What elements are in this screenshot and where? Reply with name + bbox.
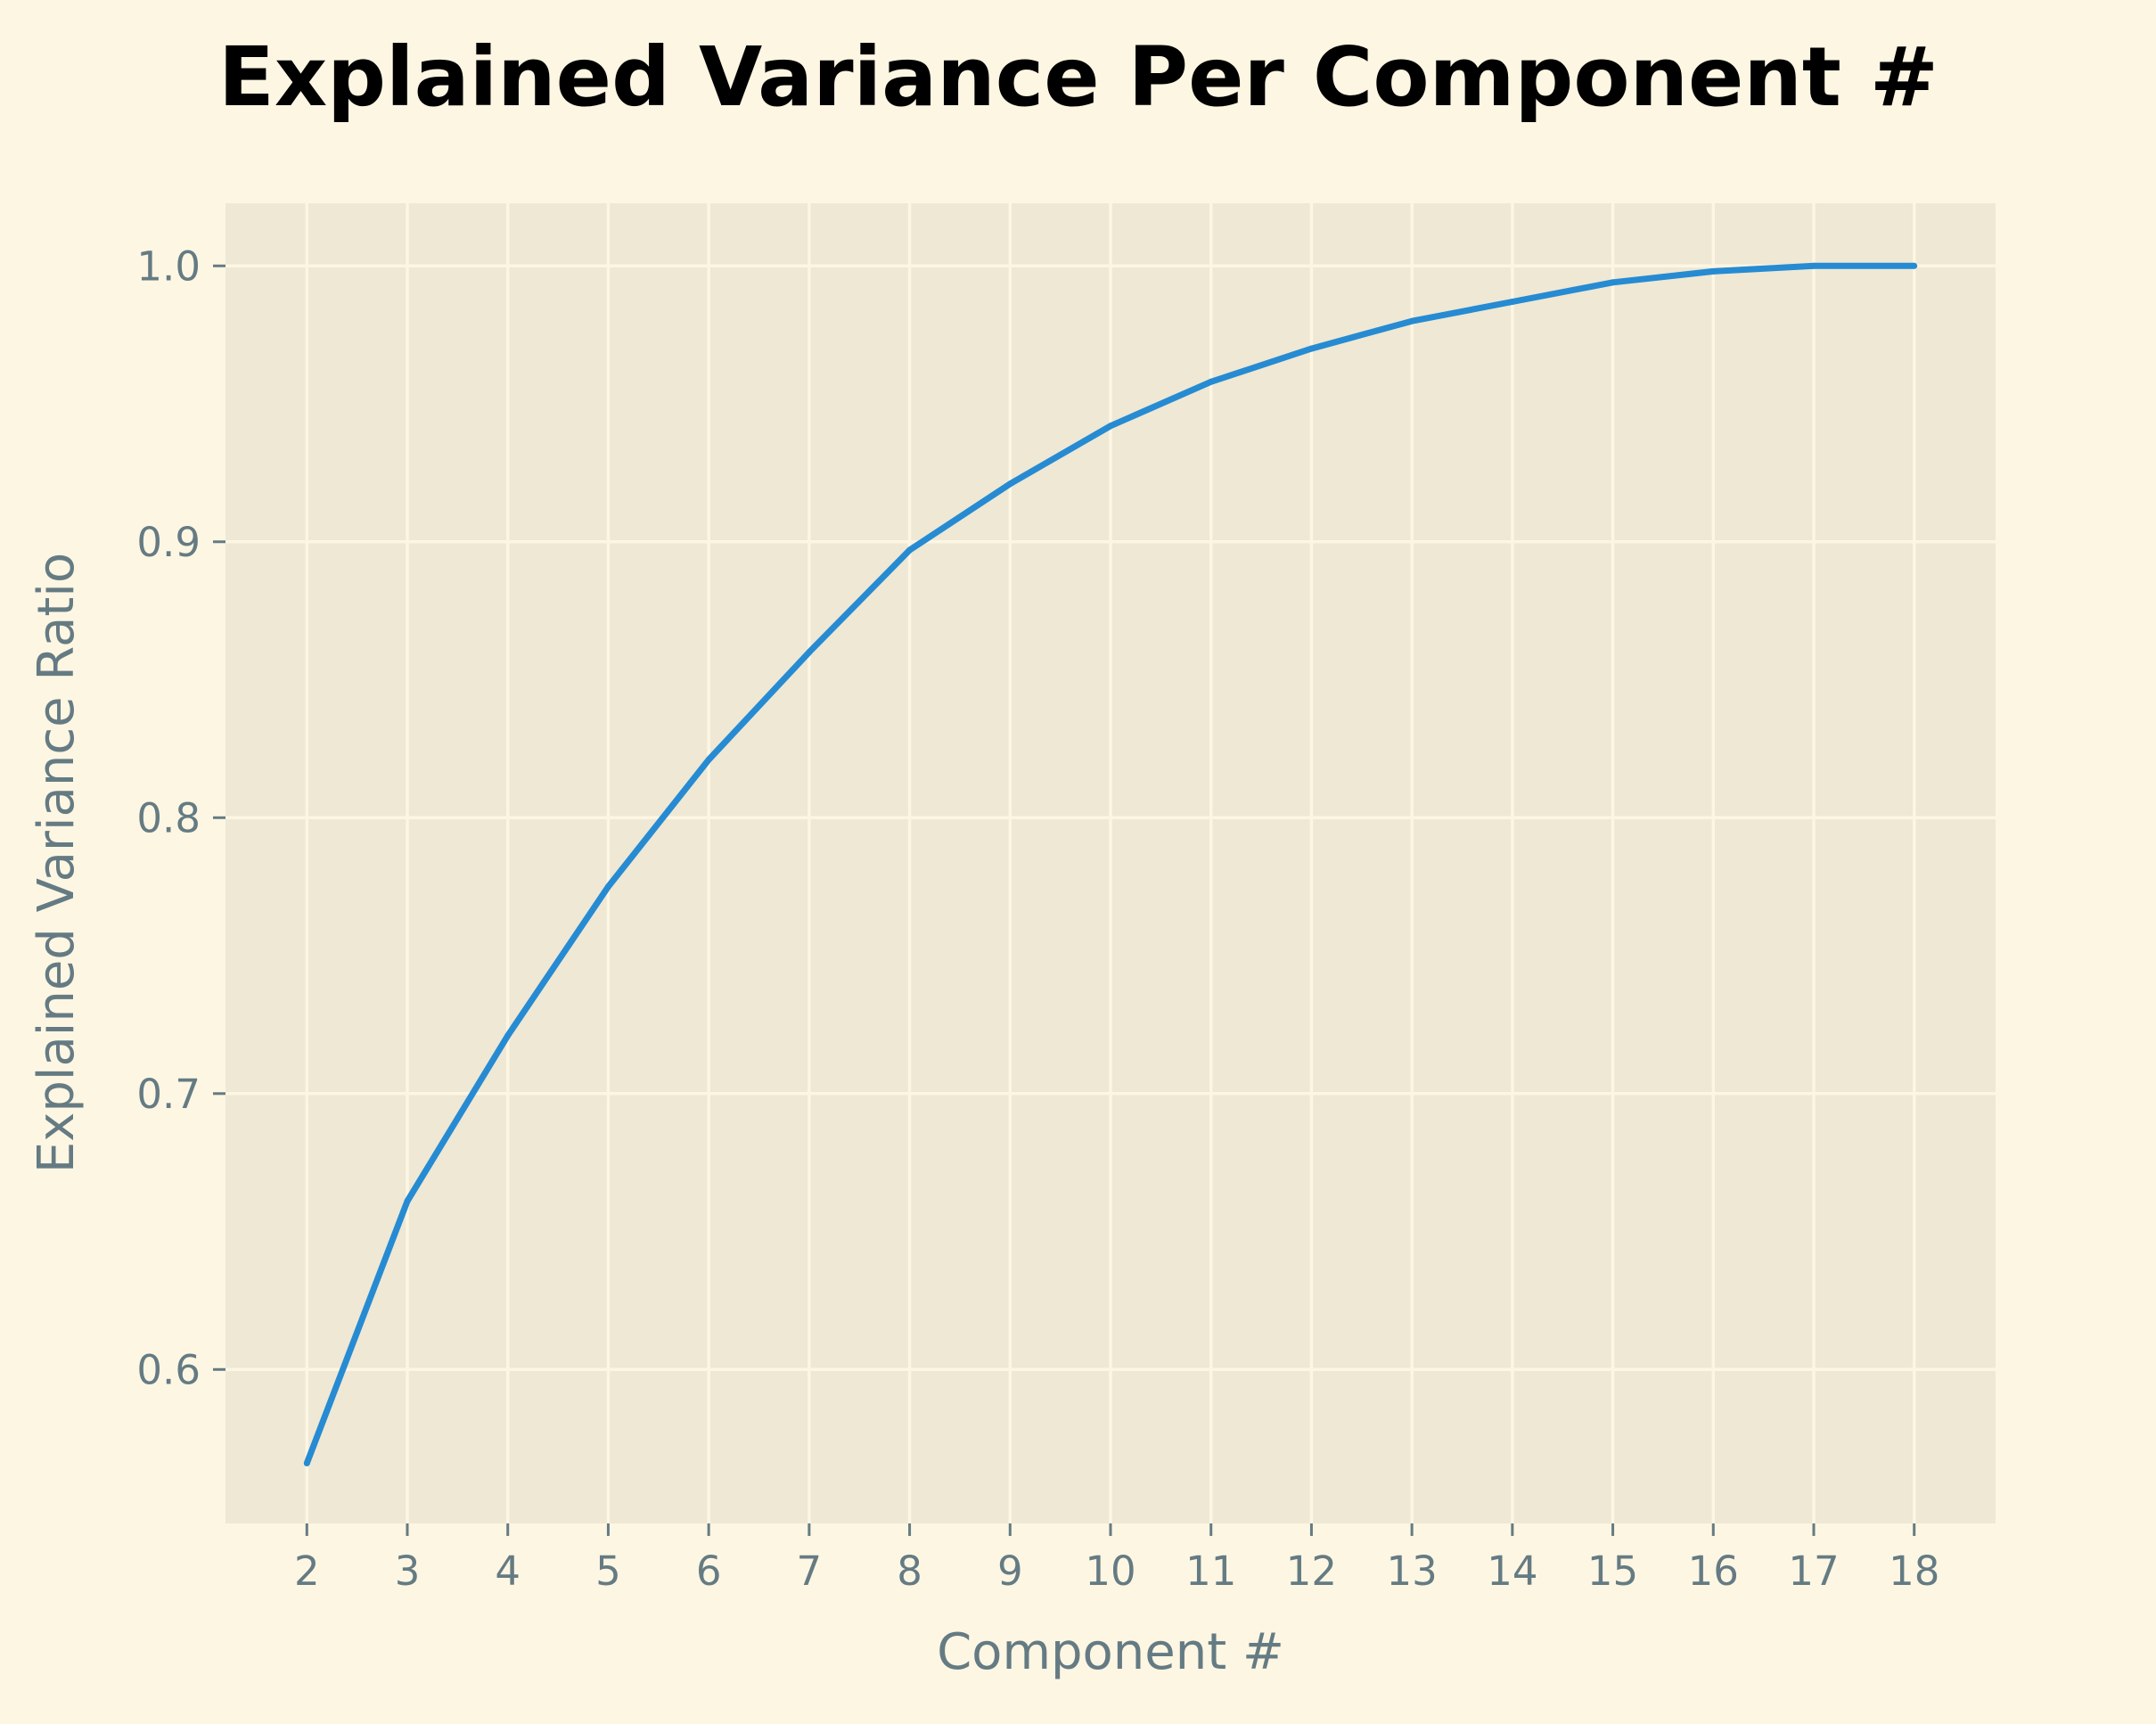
data-point: [1308, 345, 1315, 352]
x-tick-label: 16: [1688, 1547, 1739, 1595]
x-tick-label: 6: [696, 1547, 722, 1595]
data-point: [1408, 317, 1415, 324]
x-tick-label: 11: [1185, 1547, 1236, 1595]
y-tick-label: 0.6: [136, 1346, 201, 1393]
grid-lines: [225, 203, 1996, 1523]
data-point: [404, 1198, 411, 1204]
chart-title: Explained Variance Per Component #: [218, 29, 1939, 125]
x-tick-label: 12: [1286, 1547, 1337, 1595]
y-tick-label: 0.8: [136, 794, 201, 841]
data-point: [1107, 423, 1114, 430]
x-tick-label: 3: [395, 1547, 421, 1595]
data-point: [1810, 262, 1817, 269]
y-tick-label: 1.0: [136, 242, 201, 290]
x-tick-label: 10: [1085, 1547, 1135, 1595]
x-tick-label: 5: [595, 1547, 621, 1595]
y-tick-label: 0.9: [136, 519, 201, 566]
x-tick-label: 18: [1889, 1547, 1939, 1595]
x-tick-label: 13: [1387, 1547, 1438, 1595]
y-tick-label: 0.7: [136, 1071, 201, 1118]
data-point: [1208, 378, 1215, 385]
data-point: [906, 546, 914, 554]
x-tick-label: 14: [1487, 1547, 1537, 1595]
data-point: [504, 1032, 512, 1039]
series-layer: [303, 262, 1918, 1466]
data-point: [1006, 480, 1013, 488]
data-point: [1610, 279, 1617, 286]
x-tick-label: 17: [1788, 1547, 1839, 1595]
data-point: [1709, 267, 1717, 275]
data-point: [1911, 262, 1918, 269]
x-tick-label: 7: [797, 1547, 823, 1595]
tick-marks: [213, 264, 1916, 1536]
x-tick-label: 8: [897, 1547, 922, 1595]
x-tick-label: 9: [997, 1547, 1023, 1595]
data-point: [806, 649, 813, 656]
data-point: [705, 756, 712, 763]
x-tick-label: 4: [495, 1547, 521, 1595]
tick-labels: 2 3 4 5 6 7 8 9 10 11 12 13 14 15 16 17 18 0.6 0.7 0.8 0.9 1.…: [136, 242, 1939, 1595]
x-axis-label: Component #: [937, 1623, 1284, 1681]
data-point: [604, 883, 611, 891]
y-axis-label: Explained Variance Ratio: [28, 553, 86, 1173]
data-point: [1509, 299, 1516, 305]
x-tick-label: 15: [1587, 1547, 1638, 1595]
x-tick-label: 2: [294, 1547, 320, 1595]
data-point: [303, 1460, 310, 1466]
